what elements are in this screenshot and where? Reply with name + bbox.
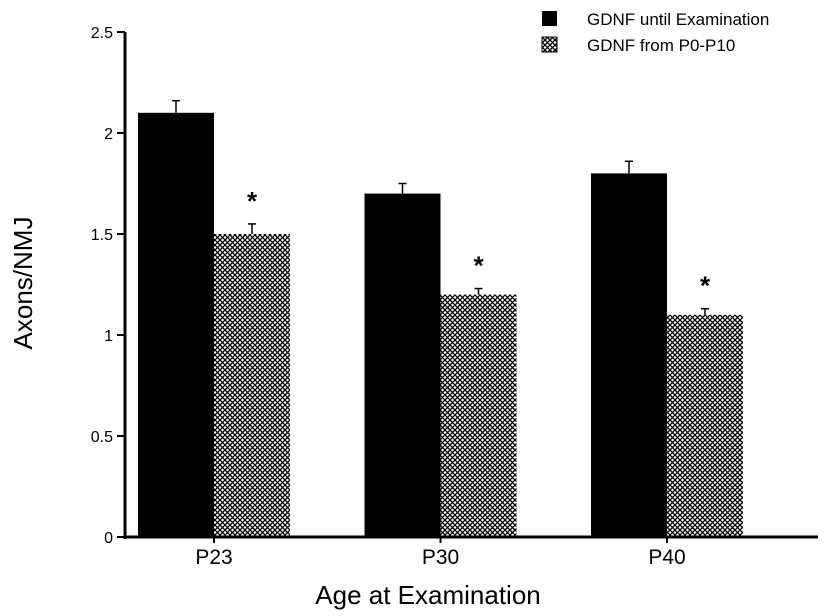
y-axis-title: Axons/NMJ (8, 217, 38, 350)
significance-asterisk: * (473, 251, 484, 281)
legend-label-series-0: GDNF until Examination (587, 10, 769, 29)
legend: GDNF until Examination GDNF from P0-P10 (541, 10, 769, 55)
y-tick-label: 0 (104, 530, 113, 547)
x-category-label: P30 (422, 546, 459, 569)
y-tick-label: 2.5 (91, 25, 113, 42)
x-categories-group: P23 P30 P40 (195, 537, 686, 569)
legend-swatch-hatched (541, 36, 558, 53)
y-tick-label: 2 (104, 126, 113, 143)
y-ticks-group: 0 0.5 1 1.5 2 2.5 (91, 25, 125, 547)
bar-P30-series-0 (364, 193, 441, 537)
y-tick-label: 1 (104, 328, 113, 345)
legend-swatch-solid (542, 11, 557, 26)
significance-asterisk: * (700, 271, 711, 301)
x-category-label: P23 (195, 546, 232, 569)
significance-asterisk: * (247, 186, 258, 216)
x-axis-title: Age at Examination (315, 580, 540, 610)
x-category-label: P40 (648, 546, 685, 569)
bar-P40-series-0 (591, 173, 667, 537)
legend-item-series-0: GDNF until Examination (542, 10, 769, 29)
axes-group (123, 32, 818, 539)
y-tick-label: 1.5 (91, 227, 113, 244)
bar-P23-series-1 (214, 234, 290, 537)
legend-item-series-1: GDNF from P0-P10 (541, 36, 735, 55)
bar-P40-series-1 (667, 314, 743, 537)
bars-group: * * * (138, 99, 743, 538)
y-tick-label: 0.5 (91, 429, 113, 446)
bar-P23-series-0 (138, 112, 214, 538)
legend-label-series-1: GDNF from P0-P10 (587, 36, 735, 55)
bar-P30-series-1 (440, 294, 517, 537)
